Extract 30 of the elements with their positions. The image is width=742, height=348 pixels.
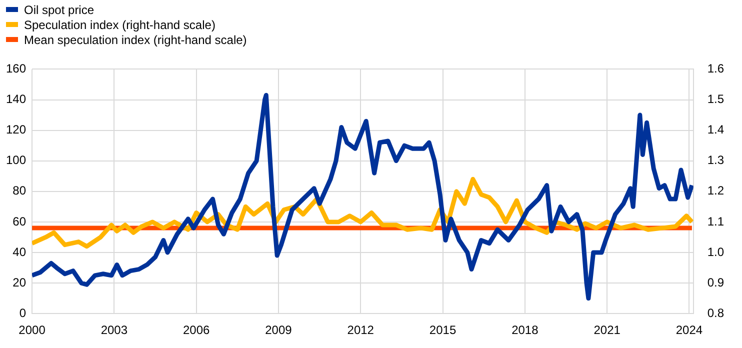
- y2-tick-label: 1.5: [707, 92, 724, 106]
- y-tick-label: 80: [12, 184, 26, 198]
- legend-label: Oil spot price: [24, 2, 94, 16]
- y-tick-label: 40: [12, 244, 26, 259]
- y-tick-label: 60: [12, 214, 26, 228]
- y-tick-label: 0: [19, 306, 26, 320]
- y2-tick-label: 1.6: [707, 62, 724, 76]
- y2-tick-label: 0.9: [707, 275, 724, 290]
- y2-tick-label: 1.1: [707, 214, 724, 228]
- x-tick-label: 2003: [100, 323, 128, 338]
- y-tick-label: 140: [6, 92, 26, 106]
- y-tick-label: 100: [6, 153, 26, 168]
- x-tick-label: 2015: [429, 323, 456, 338]
- y-tick-label: 120: [6, 122, 26, 137]
- y2-tick-label: 1.3: [707, 153, 724, 168]
- x-tick-label: 2006: [182, 323, 210, 338]
- legend-label: Speculation index (right-hand scale): [24, 18, 216, 32]
- x-tick-label: 2009: [265, 323, 292, 338]
- x-tick-label: 2018: [512, 323, 539, 338]
- x-tick-label: 2021: [594, 323, 621, 338]
- x-tick-label: 2024: [676, 323, 703, 338]
- y2-tick-label: 1.4: [707, 122, 724, 137]
- x-tick-label: 2000: [18, 323, 46, 338]
- y-tick-label: 20: [12, 275, 26, 290]
- y2-tick-label: 1.0: [707, 244, 724, 259]
- x-tick-label: 2012: [347, 323, 374, 338]
- legend-label: Mean speculation index (right-hand scale): [24, 32, 247, 46]
- y2-tick-label: 1.2: [707, 184, 724, 198]
- y2-tick-label: 0.8: [707, 306, 724, 320]
- y-tick-label: 160: [6, 62, 26, 76]
